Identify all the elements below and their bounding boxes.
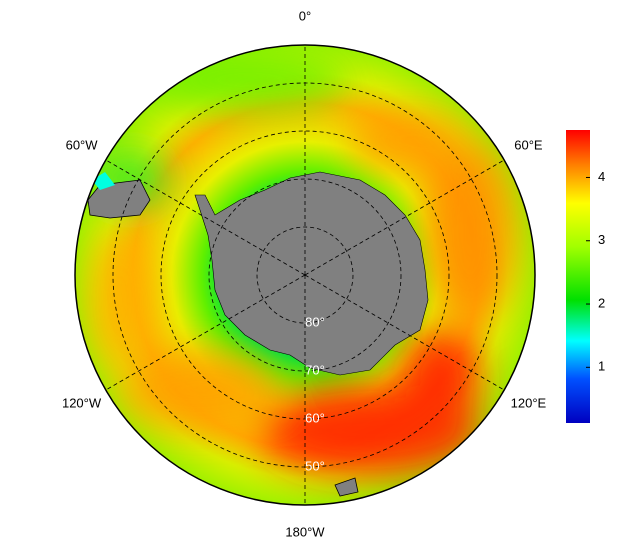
longitude-label: 120°E bbox=[511, 395, 547, 410]
parallel bbox=[208, 178, 402, 372]
meridian bbox=[304, 159, 505, 276]
colorbar-tick-label: 1 bbox=[598, 359, 605, 374]
graticule bbox=[105, 45, 505, 505]
longitude-label: 60°W bbox=[66, 137, 99, 152]
longitude-label: 60°E bbox=[514, 137, 543, 152]
antarctica bbox=[194, 171, 429, 376]
parallel bbox=[256, 226, 354, 324]
parallel bbox=[112, 82, 498, 468]
colorbar-tick-label: 3 bbox=[598, 232, 605, 247]
map-border bbox=[74, 44, 536, 506]
longitude-label: 120°W bbox=[62, 395, 102, 410]
meridian bbox=[105, 274, 306, 391]
colorbar-tick-label: 4 bbox=[598, 169, 605, 184]
latitude-label: 80° bbox=[305, 314, 325, 329]
colorbar bbox=[566, 130, 590, 423]
longitude-label: 180°W bbox=[285, 524, 325, 539]
latitude-label: 70° bbox=[305, 362, 325, 377]
latitude-label: 50° bbox=[305, 458, 325, 473]
latitude-label: 60° bbox=[305, 410, 325, 425]
longitude-label: 0° bbox=[299, 8, 311, 23]
colorbar-tick-label: 2 bbox=[598, 295, 605, 310]
parallel bbox=[160, 130, 450, 420]
